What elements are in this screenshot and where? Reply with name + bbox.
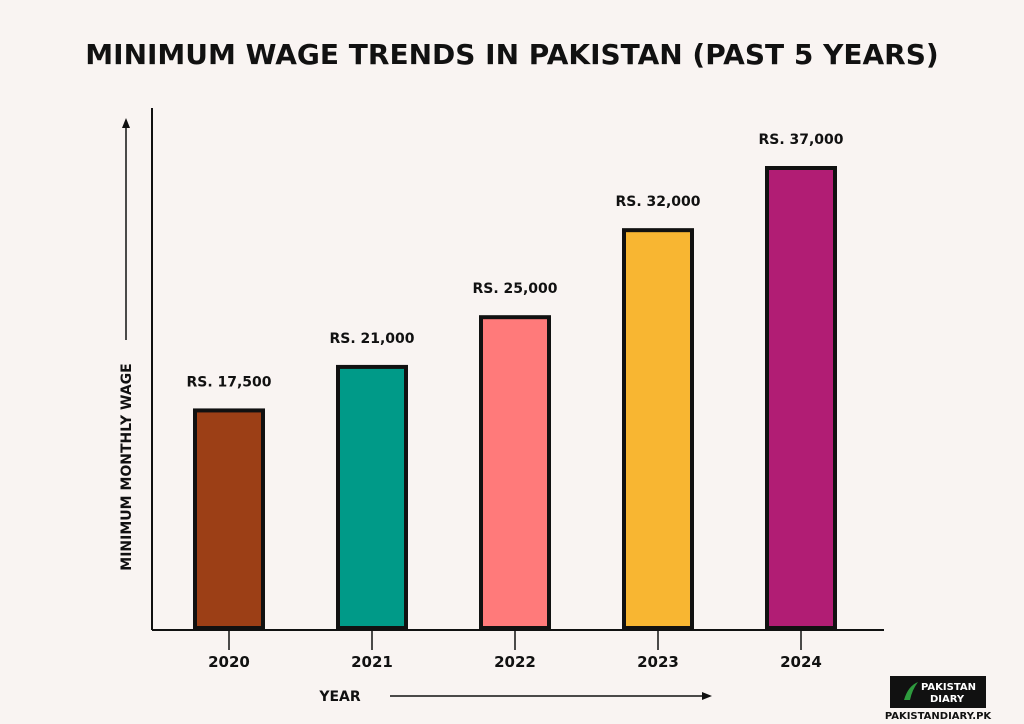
bar-2022 — [479, 315, 551, 630]
bar-2020 — [193, 408, 265, 630]
x-tick-label-2022: 2022 — [494, 653, 536, 671]
value-label-2020: RS. 17,500 — [186, 374, 271, 390]
x-axis-arrowhead — [702, 692, 712, 700]
bar-2021 — [336, 364, 408, 630]
x-tick-label-2023: 2023 — [637, 653, 679, 671]
pakistan-diary-logo: PAKISTAN DIARY — [890, 676, 986, 708]
x-tick-label-2021: 2021 — [351, 653, 393, 671]
logo-background — [890, 676, 986, 708]
value-label-2024: RS. 37,000 — [758, 132, 843, 148]
website-url: PAKISTANDIARY.PK — [885, 711, 993, 722]
value-label-2022: RS. 25,000 — [472, 281, 557, 297]
x-tick-label-2020: 2020 — [208, 653, 250, 671]
x-tick-label-2024: 2024 — [780, 653, 822, 671]
y-axis-label: MINIMUM MONTHLY WAGE — [119, 363, 135, 570]
x-ticks-group: 2020 2021 2022 2023 2024 — [208, 630, 822, 671]
bar-2024 — [765, 166, 837, 630]
chart-title: MINIMUM WAGE TRENDS IN PAKISTAN (PAST 5 … — [85, 38, 938, 71]
x-axis-label: YEAR — [318, 689, 361, 705]
bar-2023 — [622, 228, 694, 630]
value-label-2021: RS. 21,000 — [329, 331, 414, 347]
leaf-icon — [904, 682, 918, 700]
bars-group: RS. 17,500 RS. 21,000 RS. 25,000 RS. 32,000… — [186, 132, 844, 630]
y-axis-arrowhead — [122, 118, 130, 128]
logo-text-diary: DIARY — [930, 694, 965, 705]
logo-text-pakistan: PAKISTAN — [921, 682, 976, 693]
value-label-2023: RS. 32,000 — [615, 194, 700, 210]
